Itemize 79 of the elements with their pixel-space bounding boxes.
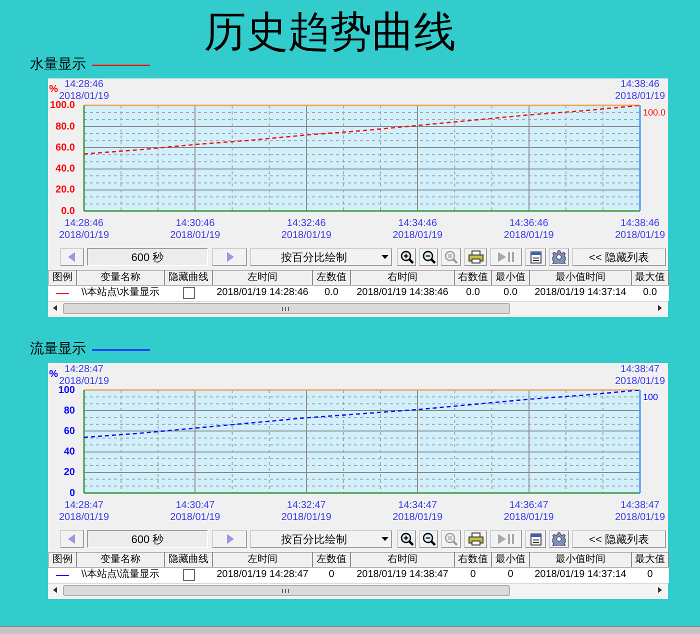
line-series	[84, 105, 640, 155]
text: 左数值	[312, 270, 350, 286]
y-axis-title: %	[49, 84, 58, 96]
text: 0.0	[312, 286, 350, 300]
text: 2018/01/19 14:38:47	[350, 568, 454, 582]
text: 右数值	[454, 552, 492, 568]
text: 最小值	[492, 270, 530, 286]
legend-label: 水量显示	[30, 55, 86, 72]
text: 最小值时间	[530, 270, 632, 286]
x2-tick-label: 14:38:46 2018/01/19	[614, 79, 666, 102]
y-tick-label: 0.0	[61, 206, 76, 217]
y-tick-label: 0	[69, 488, 76, 499]
y-tick-label: 20.0	[56, 184, 76, 196]
text: 隐藏曲线	[164, 552, 212, 568]
x-tick-label: 14:38:46 2018/01/19	[614, 218, 666, 241]
text: 隐藏曲线	[164, 270, 212, 286]
y-tick-label: 60	[64, 426, 76, 437]
text: 0	[632, 568, 668, 582]
text: \\本站点\水量显示	[76, 286, 164, 300]
legend-label: 流量显示	[30, 340, 86, 356]
x-tick-label: 14:34:46 2018/01/19	[392, 218, 444, 241]
y-tick-label: 40.0	[56, 164, 76, 175]
text: 0	[492, 568, 530, 582]
text: 按百分比绘制	[281, 532, 347, 546]
text: 最小值	[492, 552, 530, 568]
text: 0.0	[632, 286, 668, 300]
text: 变量名称	[76, 270, 164, 286]
text: 右数值	[454, 270, 492, 286]
x-tick-label: 14:32:47 2018/01/19	[281, 500, 332, 523]
y-tick-label: 80	[64, 405, 76, 416]
y-tick-label: 100.0	[50, 100, 76, 112]
x-tick-label: 14:28:46 2018/01/19	[58, 218, 110, 241]
text: \\本站点\流量显示	[76, 568, 164, 582]
x-tick-label: 14:36:47 2018/01/19	[504, 500, 554, 523]
y-axis-title: %	[49, 368, 58, 380]
chart-title: 历史趋势曲线	[204, 10, 456, 56]
text: 600 秒	[131, 532, 164, 546]
x2-tick-label: 14:38:47 2018/01/19	[614, 364, 666, 387]
text: 2018/01/19 14:38:46	[350, 286, 454, 300]
text: 2018/01/19 14:37:14	[530, 568, 632, 582]
text: 最大值	[632, 270, 668, 286]
x-tick-label: 14:32:46 2018/01/19	[281, 218, 332, 241]
text: 右时间	[350, 270, 454, 286]
y-tick-label: 20	[64, 467, 76, 478]
text: 左时间	[212, 552, 312, 568]
text: 按百分比绘制	[281, 250, 347, 264]
text: << 隐藏列表	[589, 532, 649, 546]
text: 左数值	[312, 552, 350, 568]
y-tick-label: 100	[58, 384, 76, 396]
text: 2018/01/19 14:28:47	[212, 568, 312, 582]
data-label: 100	[643, 392, 658, 402]
text: 图例	[48, 270, 76, 286]
x-tick-label: 14:34:47 2018/01/19	[392, 500, 444, 523]
x-tick-label: 14:38:47 2018/01/19	[614, 500, 666, 523]
x-tick-label: 14:28:47 2018/01/19	[58, 500, 110, 523]
x2-tick-label: 14:28:46 2018/01/19	[58, 79, 110, 102]
y-tick-label: 80.0	[56, 121, 76, 132]
text: << 隐藏列表	[589, 250, 649, 264]
text: 最小值时间	[530, 552, 632, 568]
x-tick-label: 14:30:47 2018/01/19	[170, 500, 221, 523]
text: 0	[454, 568, 492, 582]
text: 0.0	[492, 286, 530, 300]
x2-tick-label: 14:28:47 2018/01/19	[58, 364, 110, 387]
text: 0	[312, 568, 350, 582]
text: 600 秒	[131, 250, 164, 264]
text: 最大值	[632, 552, 668, 568]
text: 2018/01/19 14:37:14	[530, 286, 632, 300]
text: 图例	[48, 552, 76, 568]
text: 0.0	[454, 286, 492, 300]
text: 右时间	[350, 552, 454, 568]
line-series	[84, 390, 640, 438]
text: 变量名称	[76, 552, 164, 568]
x-tick-label: 14:36:46 2018/01/19	[504, 218, 554, 241]
y-tick-label: 40	[64, 446, 76, 458]
text: 左时间	[212, 270, 312, 286]
data-label: 100.0	[643, 107, 666, 118]
y-tick-label: 60.0	[56, 142, 76, 154]
text: 2018/01/19 14:28:46	[212, 286, 312, 300]
x-tick-label: 14:30:46 2018/01/19	[170, 218, 221, 241]
